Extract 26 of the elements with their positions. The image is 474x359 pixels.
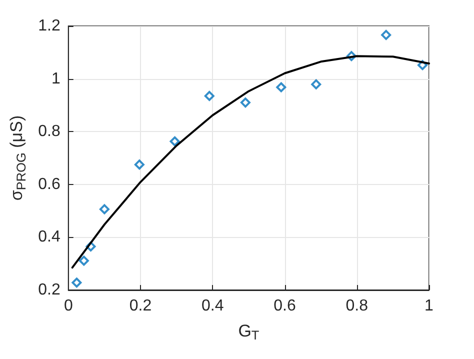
point bbox=[240, 98, 250, 108]
point bbox=[134, 160, 144, 170]
point bbox=[418, 60, 428, 70]
x-tick-label: 0 bbox=[64, 298, 73, 314]
point bbox=[311, 79, 322, 90]
y-tick-label: 0.4 bbox=[38, 228, 60, 246]
point bbox=[78, 256, 89, 266]
x-tick-label: 0.2 bbox=[129, 298, 152, 314]
y-tick-label: 0.2 bbox=[38, 282, 60, 298]
point bbox=[276, 82, 286, 92]
x-tick-label: 0.4 bbox=[202, 298, 224, 314]
x-tick-label: 0.8 bbox=[346, 298, 368, 314]
x-tick-label: 1 bbox=[424, 298, 434, 314]
point bbox=[72, 278, 82, 288]
point bbox=[86, 241, 96, 252]
y-tick-label: 1 bbox=[51, 70, 60, 88]
point bbox=[170, 136, 180, 146]
x-tick-label: 0.6 bbox=[274, 298, 296, 314]
point bbox=[346, 51, 356, 62]
y-tick-label: 0.8 bbox=[38, 123, 60, 140]
point bbox=[99, 204, 110, 214]
y-axis-title: σPROG (μS) bbox=[7, 115, 28, 201]
point bbox=[204, 90, 214, 101]
point bbox=[381, 30, 392, 40]
y-tick-label: 0.6 bbox=[38, 176, 60, 193]
y-tick-label: 1.2 bbox=[38, 18, 60, 34]
